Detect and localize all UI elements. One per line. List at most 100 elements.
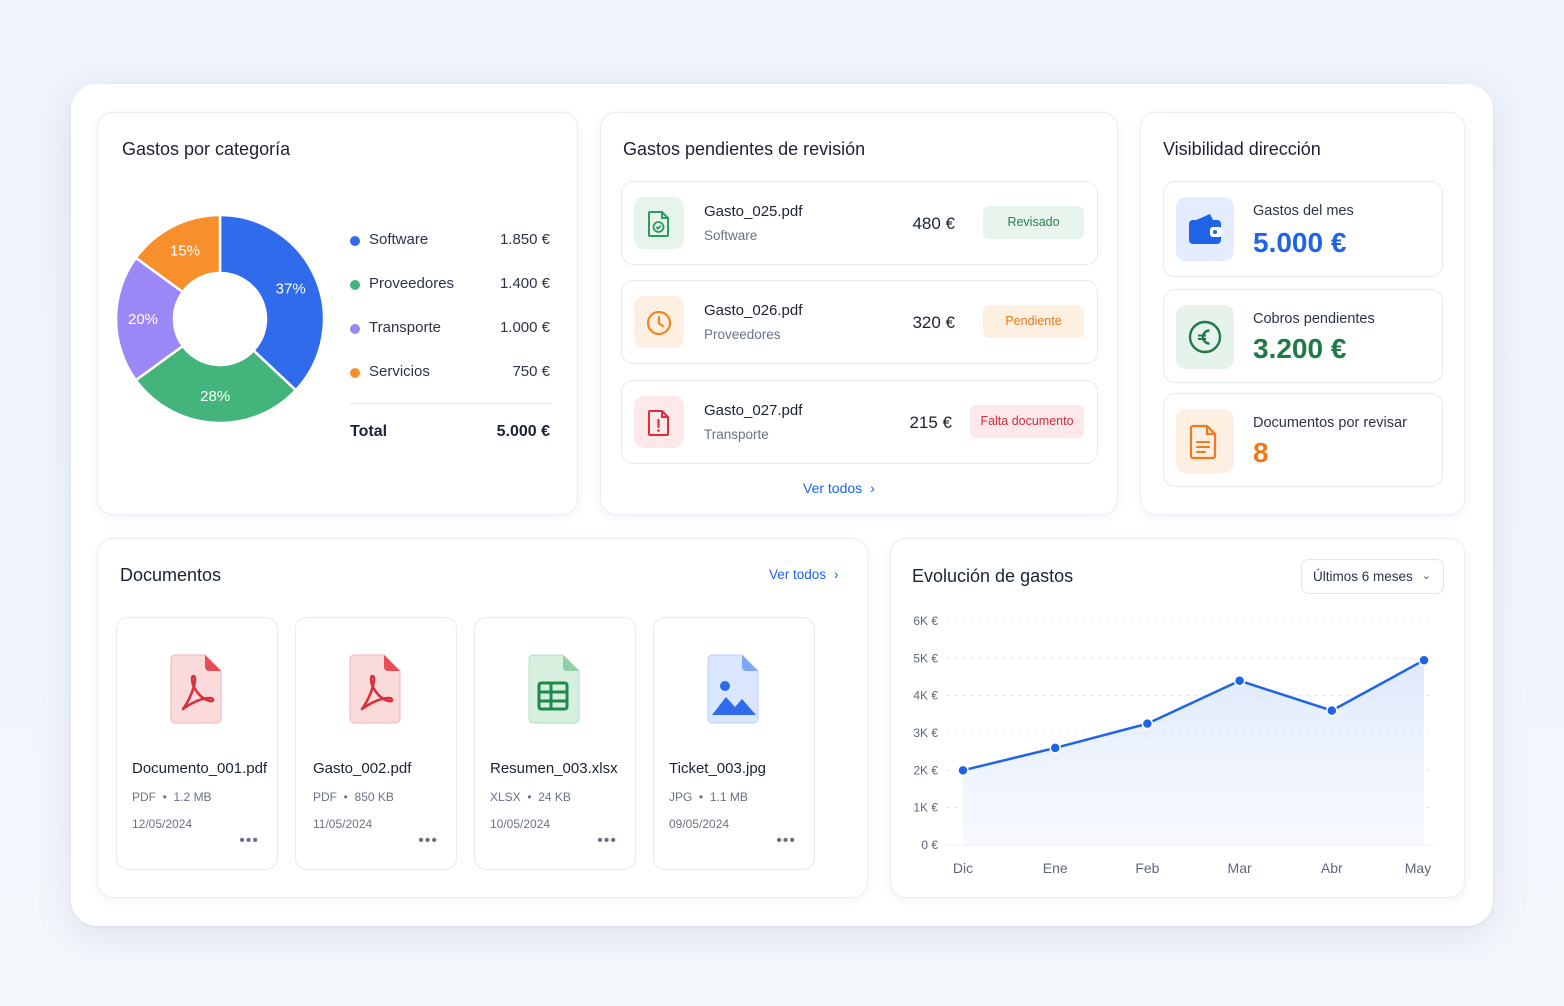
x-tick-label: Feb	[1135, 860, 1159, 876]
legend-dot	[350, 368, 360, 378]
donut-slice-servicios	[134, 213, 222, 294]
pending-item[interactable]: Gasto_026.pdf Proveedores 320 € Pendient…	[621, 280, 1098, 364]
legend-label: Proveedores	[369, 275, 455, 292]
document-meta: PDF • 850 KB	[313, 790, 394, 804]
status-badge: Falta documento	[970, 405, 1084, 438]
pdf-file-icon	[348, 653, 402, 730]
legend-value: 1.000 €	[499, 319, 550, 336]
status-badge: Pendiente	[983, 305, 1084, 338]
data-point	[1141, 717, 1154, 730]
expense-amount: 320 €	[912, 313, 955, 332]
x-tick-label: May	[1405, 860, 1431, 876]
data-point	[1326, 704, 1338, 717]
file-category: Software	[704, 228, 758, 243]
pending-item[interactable]: Gasto_027.pdf Transporte 215 € Falta doc…	[621, 380, 1098, 464]
document-check-icon	[634, 197, 684, 249]
total-label: Total	[350, 423, 388, 440]
x-tick-label: Dic	[953, 860, 973, 876]
clock-icon	[634, 296, 684, 348]
see-all-link[interactable]: Ver todos ›	[769, 567, 839, 582]
card-title: Evolución de gastos	[912, 566, 1074, 586]
file-category: Transporte	[704, 427, 769, 442]
document-meta: PDF • 1.2 MB	[132, 790, 212, 804]
card-title: Documentos	[120, 565, 222, 585]
legend-label: Servicios	[369, 363, 430, 380]
period-select-value: Últimos 6 meses	[1313, 569, 1413, 584]
document-tile[interactable]: Gasto_002.pdf PDF • 850 KB 11/05/2024 ••…	[295, 617, 457, 870]
donut-slice-software	[218, 213, 326, 392]
file-name: Gasto_025.pdf	[704, 203, 803, 220]
document-date: 11/05/2024	[313, 817, 373, 831]
legend-value: 750 €	[512, 363, 550, 380]
x-tick-label: Mar	[1228, 860, 1252, 876]
donut-slice-label: 20%	[128, 311, 158, 328]
y-tick-label: 3K €	[913, 726, 938, 740]
x-tick-label: Abr	[1321, 860, 1343, 876]
document-date: 09/05/2024	[669, 817, 730, 831]
kpi-value: 8	[1253, 437, 1269, 468]
kpi-monthly-expenses: Gastos del mes 5.000 €	[1163, 181, 1443, 277]
y-tick-label: 2K €	[913, 763, 938, 777]
kpi-pending-collections: Cobros pendientes 3.200 €	[1163, 289, 1443, 383]
pending-item[interactable]: Gasto_025.pdf Software 480 € Revisado	[621, 181, 1098, 265]
status-badge: Revisado	[983, 206, 1084, 239]
pending-expenses-card: Gastos pendientes de revisión Gasto_025.…	[600, 112, 1118, 515]
kpi-label: Cobros pendientes	[1253, 311, 1375, 327]
document-tile[interactable]: Ticket_003.jpg JPG • 1.1 MB 09/05/2024 •…	[653, 617, 815, 870]
expense-amount: 480 €	[912, 214, 955, 233]
kpi-value: 3.200 €	[1253, 333, 1347, 364]
document-tile[interactable]: Documento_001.pdf PDF • 1.2 MB 12/05/202…	[116, 617, 278, 870]
kpi-label: Documentos por revisar	[1253, 415, 1407, 431]
chevron-down-icon: ⌄	[1421, 570, 1431, 582]
data-point	[957, 764, 969, 777]
document-tile[interactable]: Resumen_003.xlsx XLSX • 24 KB 10/05/2024…	[474, 617, 636, 870]
more-options-icon[interactable]: •••	[776, 832, 796, 849]
see-all-link[interactable]: Ver todos ›	[803, 480, 875, 496]
file-name: Gasto_027.pdf	[704, 402, 803, 419]
card-title: Visibilidad dirección	[1163, 139, 1321, 159]
file-category: Proveedores	[704, 327, 781, 342]
series-line	[962, 659, 1425, 772]
document-meta: XLSX • 24 KB	[490, 790, 571, 804]
donut-slice-proveedores	[134, 344, 298, 425]
spreadsheet-file-icon	[527, 653, 581, 730]
document-date: 10/05/2024	[490, 817, 551, 831]
expense-evolution-card: Evolución de gastos Últimos 6 meses ⌄ 0 …	[890, 538, 1465, 898]
legend-item-transporte: Transporte 1.000 €	[350, 319, 550, 339]
data-point	[1049, 742, 1061, 754]
donut-chart: 37% 28% 20% 15%	[114, 213, 326, 425]
y-tick-label: 6K €	[913, 614, 938, 628]
file-name: Gasto_026.pdf	[704, 302, 803, 319]
document-name: Ticket_003.jpg	[669, 760, 767, 777]
kpi-value: 5.000 €	[1253, 227, 1347, 258]
chevron-right-icon: ›	[870, 480, 875, 496]
more-options-icon[interactable]: •••	[239, 832, 259, 849]
wallet-icon	[1176, 197, 1234, 261]
document-name: Resumen_003.xlsx	[490, 760, 618, 777]
period-select[interactable]: Últimos 6 meses ⌄	[1301, 559, 1444, 594]
expense-amount: 215 €	[909, 413, 952, 432]
euro-icon	[1176, 305, 1234, 369]
more-options-icon[interactable]: •••	[418, 832, 438, 849]
more-options-icon[interactable]: •••	[597, 832, 617, 849]
document-date: 12/05/2024	[132, 817, 193, 831]
donut-slice-transporte	[114, 256, 185, 382]
legend-label: Software	[369, 231, 429, 248]
legend-value: 1.400 €	[499, 275, 550, 292]
see-all-label: Ver todos	[803, 480, 863, 496]
line-chart: 0 € 1K € 2K € 3K € 4K € 5K € 6K € Dic Ene Feb Mar A…	[913, 614, 1434, 876]
donut-slice-label: 15%	[170, 242, 200, 259]
document-icon	[1176, 409, 1234, 473]
y-tick-label: 0 €	[921, 838, 938, 852]
donut-slice-label: 28%	[200, 388, 230, 405]
data-point	[1233, 674, 1246, 687]
document-alert-icon	[634, 396, 684, 448]
categories-card: Gastos por categoría 37% 28% 20% 15% Softwa…	[97, 112, 578, 515]
see-all-label: Ver todos	[769, 567, 827, 582]
y-tick-label: 5K €	[913, 651, 938, 665]
legend-label: Transporte	[369, 319, 441, 336]
document-name: Gasto_002.pdf	[313, 760, 412, 777]
legend-item-servicios: Servicios 750 €	[350, 363, 550, 383]
management-visibility-card: Visibilidad dirección Gastos del mes 5.0…	[1140, 112, 1465, 515]
document-name: Documento_001.pdf	[132, 760, 268, 777]
